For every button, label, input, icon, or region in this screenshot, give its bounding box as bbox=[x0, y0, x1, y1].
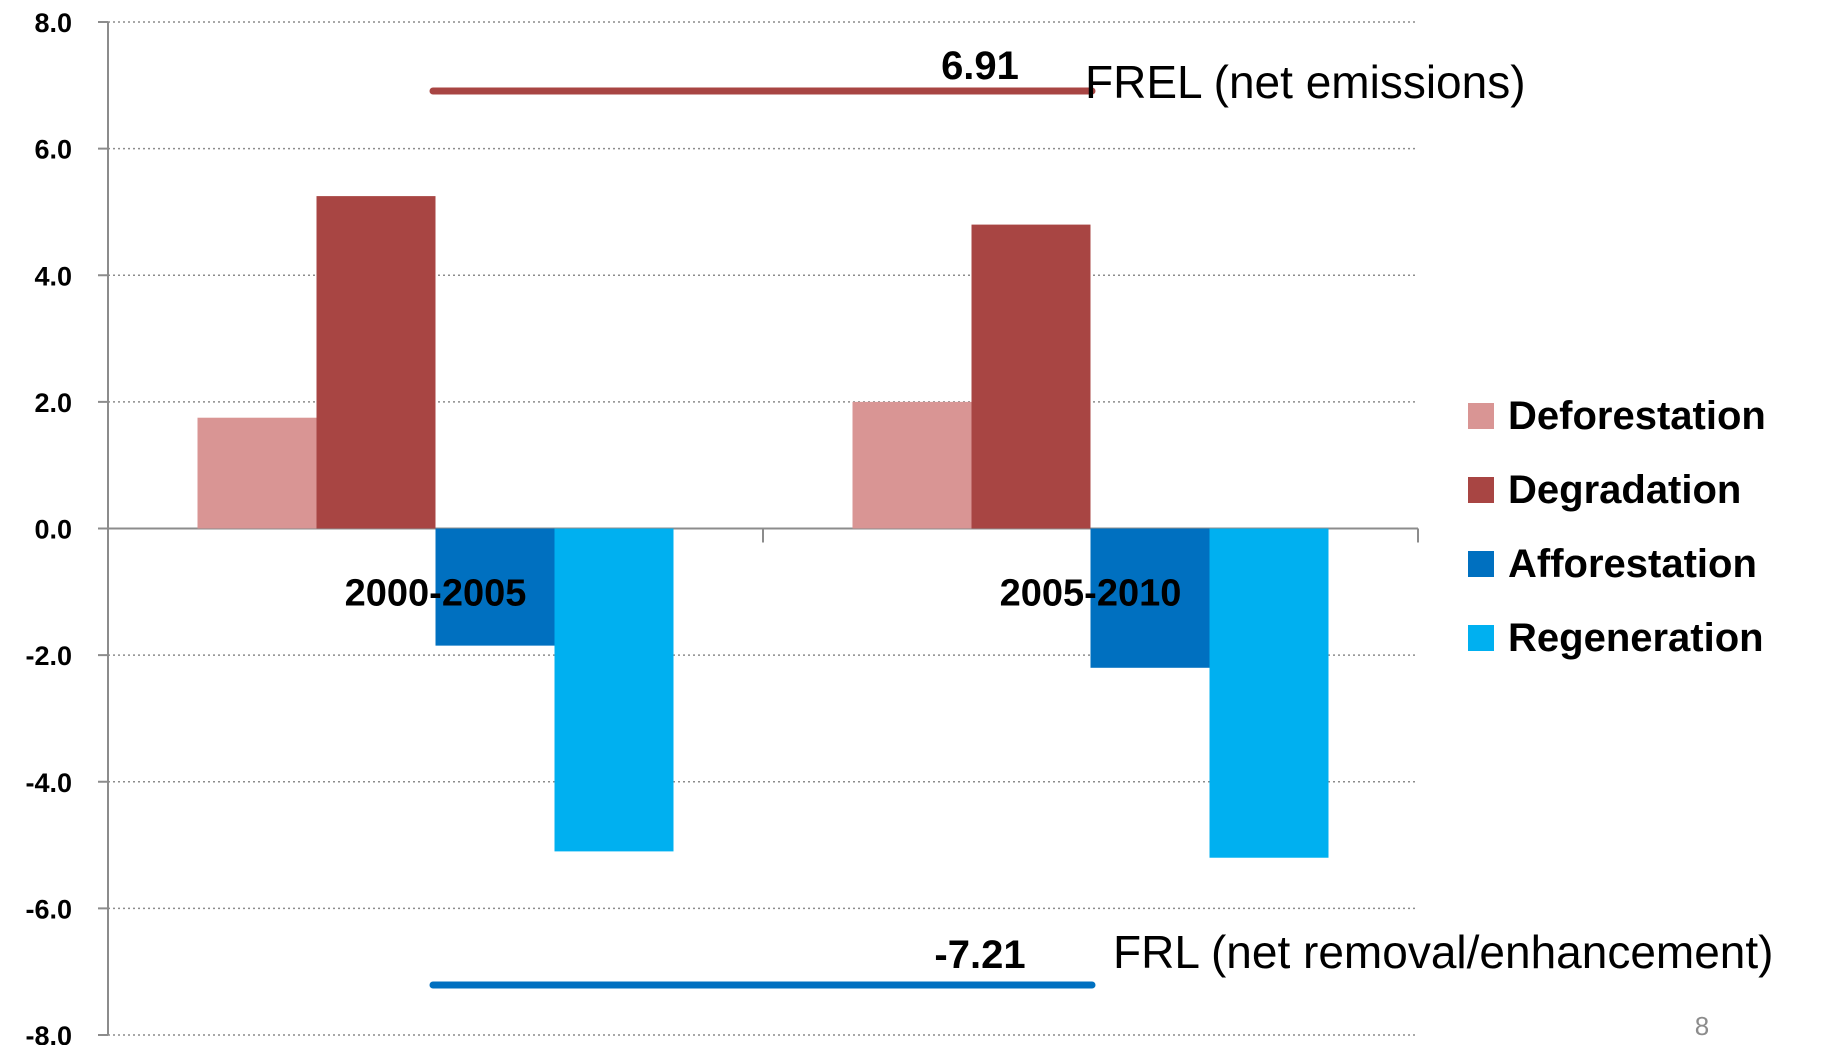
legend-swatch-regeneration bbox=[1468, 625, 1494, 651]
legend-label-deforestation: Deforestation bbox=[1508, 394, 1766, 438]
y-tick-label: -8.0 bbox=[25, 1021, 72, 1045]
bar-afforestation-2000-2005 bbox=[435, 528, 555, 646]
bar-afforestation-2005-2010 bbox=[1090, 528, 1210, 668]
bar-degradation-2000-2005 bbox=[316, 196, 436, 529]
legend: Deforestation Degradation Afforestation Reg… bbox=[1468, 394, 1766, 660]
y-tick-label: 2.0 bbox=[34, 388, 72, 418]
legend-swatch-afforestation bbox=[1468, 551, 1494, 577]
y-tick-label: 6.0 bbox=[34, 135, 72, 165]
legend-label-regeneration: Regeneration bbox=[1508, 616, 1764, 660]
bar-deforestation-2005-2010 bbox=[852, 401, 972, 529]
category-labels: 2000-2005 2005-2010 bbox=[345, 573, 1182, 615]
frl-label: FRL (net removal/enhancement) bbox=[1113, 926, 1774, 978]
category-label: 2005-2010 bbox=[1000, 573, 1182, 615]
y-tick-labels: 8.0 6.0 4.0 2.0 0.0 -2.0 -4.0 -6.0 -8.0 bbox=[25, 8, 72, 1045]
y-tick-label: -2.0 bbox=[25, 641, 72, 671]
reference-lines: 6.91 FREL (net emissions) -7.21 FRL (net re… bbox=[429, 44, 1774, 989]
frel-label: FREL (net emissions) bbox=[1085, 56, 1526, 108]
y-tick-label: 8.0 bbox=[34, 8, 72, 38]
y-tick-label: -6.0 bbox=[25, 894, 72, 924]
bar-degradation-2005-2010 bbox=[971, 224, 1091, 529]
page-number: 8 bbox=[1695, 1011, 1709, 1041]
bar-regeneration-2005-2010 bbox=[1209, 528, 1329, 858]
legend-swatch-deforestation bbox=[1468, 403, 1494, 429]
y-tick-label: -4.0 bbox=[25, 768, 72, 798]
y-tick-label: 0.0 bbox=[34, 515, 72, 545]
legend-swatch-degradation bbox=[1468, 477, 1494, 503]
legend-label-degradation: Degradation bbox=[1508, 468, 1741, 512]
frl-value-label: -7.21 bbox=[934, 933, 1025, 977]
category-label: 2000-2005 bbox=[345, 573, 527, 615]
frel-value-label: 6.91 bbox=[941, 44, 1019, 88]
bar-deforestation-2000-2005 bbox=[197, 417, 317, 529]
y-tick-label: 4.0 bbox=[34, 261, 72, 291]
legend-label-afforestation: Afforestation bbox=[1508, 542, 1757, 586]
bars bbox=[197, 196, 1329, 858]
bar-regeneration-2000-2005 bbox=[554, 528, 674, 852]
